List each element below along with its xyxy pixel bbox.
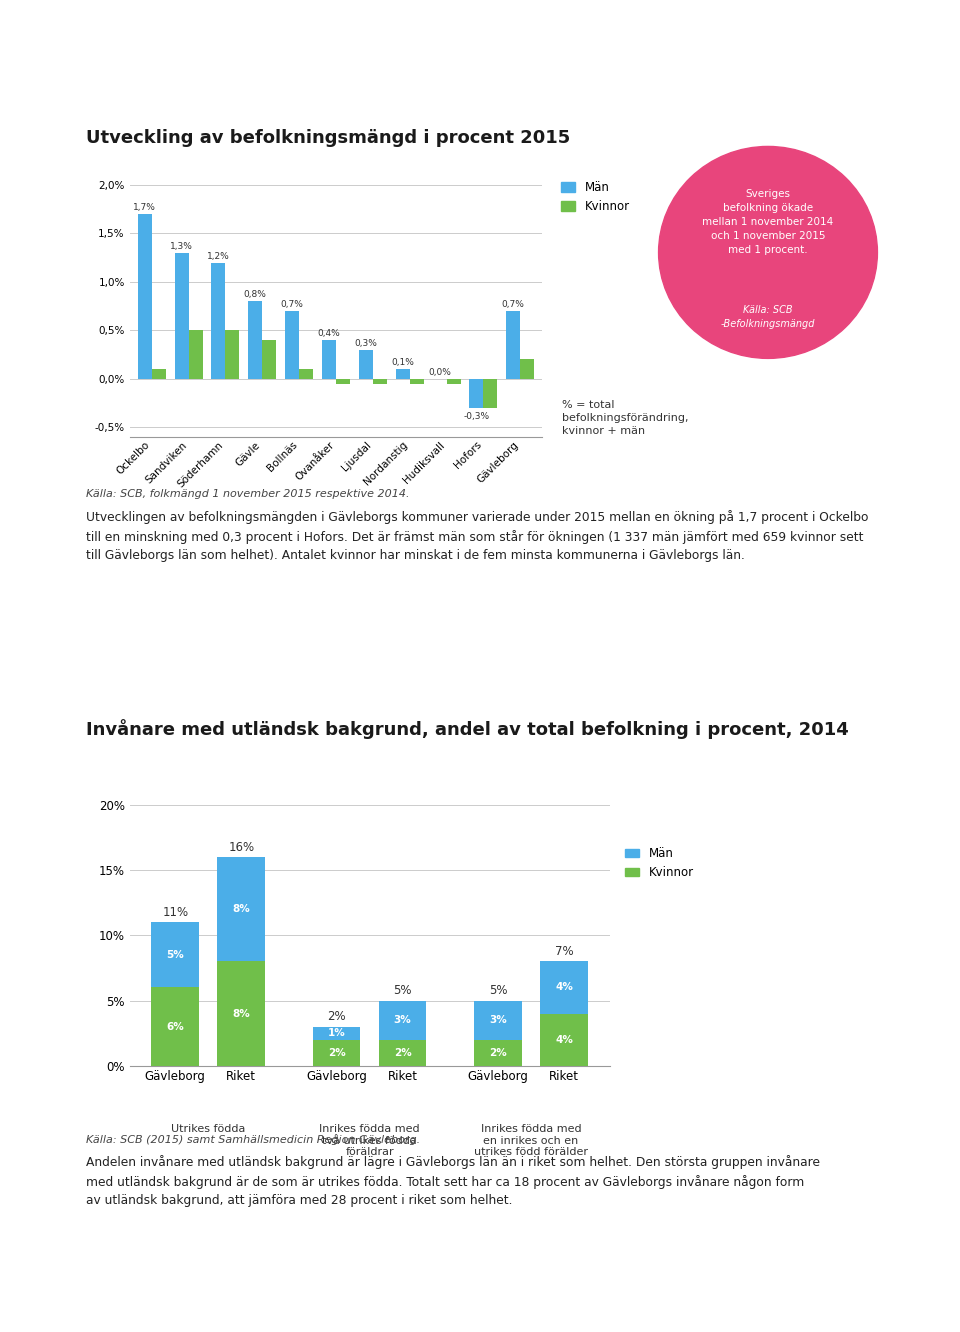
Bar bbox=[474, 1039, 522, 1066]
Bar bbox=[379, 1000, 426, 1039]
Bar bbox=[217, 962, 265, 1066]
Text: 0,7%: 0,7% bbox=[502, 300, 525, 309]
Bar bbox=[313, 1039, 360, 1066]
Text: 2%: 2% bbox=[327, 1010, 346, 1023]
Text: % = total
befolkningsförändring,
kvinnor + män: % = total befolkningsförändring, kvinnor… bbox=[562, 400, 688, 436]
Text: 0,4%: 0,4% bbox=[318, 329, 341, 338]
Text: Näringsliv: Näringsliv bbox=[813, 11, 876, 24]
Bar bbox=[410, 378, 423, 384]
Bar bbox=[152, 369, 166, 378]
Bar bbox=[520, 360, 535, 378]
Text: 8%: 8% bbox=[232, 904, 251, 914]
Bar bbox=[372, 378, 387, 384]
Text: 0,0%: 0,0% bbox=[428, 368, 451, 377]
Bar bbox=[175, 253, 188, 378]
Text: Invånare med utländsk bakgrund, andel av total befolkning i procent, 2014: Invånare med utländsk bakgrund, andel av… bbox=[86, 719, 850, 739]
Text: 0,3%: 0,3% bbox=[354, 338, 377, 348]
Bar bbox=[359, 350, 372, 378]
Text: 4%: 4% bbox=[555, 1035, 573, 1044]
Text: 0,7%: 0,7% bbox=[280, 300, 303, 309]
Text: Kompetens: Kompetens bbox=[580, 11, 649, 24]
Bar bbox=[217, 858, 265, 962]
Bar bbox=[322, 340, 336, 378]
Legend: Män, Kvinnor: Män, Kvinnor bbox=[620, 842, 699, 883]
Text: 2%: 2% bbox=[327, 1047, 346, 1058]
Text: Källa: SCB (2015) samt Samhällsmedicin Region Gävleborg.: Källa: SCB (2015) samt Samhällsmedicin R… bbox=[86, 1135, 420, 1146]
Text: Källa: SCB, folkmängd 1 november 2015 respektive 2014.: Källa: SCB, folkmängd 1 november 2015 re… bbox=[86, 489, 410, 500]
Text: 3%: 3% bbox=[394, 1015, 412, 1026]
Text: 0,1%: 0,1% bbox=[392, 358, 414, 368]
Text: 7%: 7% bbox=[555, 946, 573, 958]
Text: 1%: 1% bbox=[327, 1028, 346, 1038]
Bar bbox=[152, 987, 199, 1066]
Bar bbox=[249, 301, 262, 378]
Text: Utrikes födda: Utrikes födda bbox=[171, 1124, 246, 1134]
Text: Befolkning: Befolkning bbox=[21, 8, 122, 27]
Text: 1,2%: 1,2% bbox=[207, 252, 229, 261]
Bar bbox=[262, 340, 276, 378]
Text: 11%: 11% bbox=[162, 906, 188, 919]
Bar bbox=[446, 378, 461, 384]
Bar bbox=[396, 369, 410, 378]
Text: 5%: 5% bbox=[166, 950, 184, 960]
Text: Inrikes födda med
två utrikes födda
föräldrar: Inrikes födda med två utrikes födda förä… bbox=[320, 1124, 420, 1158]
Text: Utvecklingen av befolkningsmängden i Gävleborgs kommuner varierade under 2015 me: Utvecklingen av befolkningsmängden i Gäv… bbox=[86, 510, 869, 562]
Text: Arbetsmarknad: Arbetsmarknad bbox=[336, 11, 432, 24]
Text: 16%: 16% bbox=[228, 840, 254, 854]
Ellipse shape bbox=[659, 147, 877, 358]
Text: Andelen invånare med utländsk bakgrund är lägre i Gävleborgs län än i riket som : Andelen invånare med utländsk bakgrund ä… bbox=[86, 1155, 821, 1207]
Text: 3%: 3% bbox=[489, 1015, 507, 1026]
Bar bbox=[469, 378, 484, 408]
Bar bbox=[484, 378, 497, 408]
Text: 5%: 5% bbox=[394, 984, 412, 998]
Text: -0,3%: -0,3% bbox=[464, 412, 490, 421]
Text: 5%: 5% bbox=[489, 984, 507, 998]
Bar bbox=[313, 1027, 360, 1039]
Text: 6%: 6% bbox=[166, 1022, 184, 1031]
Text: 4%: 4% bbox=[555, 983, 573, 992]
Bar bbox=[336, 378, 350, 384]
Bar bbox=[226, 330, 239, 378]
Bar bbox=[540, 1014, 588, 1066]
Bar bbox=[300, 369, 313, 378]
Bar bbox=[137, 214, 152, 378]
Text: 8%: 8% bbox=[232, 1008, 251, 1019]
Text: Inrikes födda med
en inrikes och en
utrikes född förälder: Inrikes födda med en inrikes och en utri… bbox=[474, 1124, 588, 1158]
Text: 2%: 2% bbox=[394, 1047, 412, 1058]
Text: Sveriges
befolkning ökade
mellan 1 november 2014
och 1 november 2015
med 1 proce: Sveriges befolkning ökade mellan 1 novem… bbox=[703, 189, 833, 256]
Bar bbox=[188, 330, 203, 378]
Text: Utveckling av befolkningsmängd i procent 2015: Utveckling av befolkningsmängd i procent… bbox=[86, 128, 570, 147]
Bar bbox=[211, 262, 226, 378]
Text: 1,3%: 1,3% bbox=[170, 242, 193, 250]
Text: 2%: 2% bbox=[489, 1047, 507, 1058]
Bar bbox=[540, 962, 588, 1014]
Text: 0,8%: 0,8% bbox=[244, 290, 267, 300]
Bar bbox=[152, 922, 199, 987]
Bar bbox=[379, 1039, 426, 1066]
Bar bbox=[474, 1000, 522, 1039]
Text: Källa: SCB
-Befolkningsmängd: Källa: SCB -Befolkningsmängd bbox=[721, 305, 815, 329]
Legend: Män, Kvinnor: Män, Kvinnor bbox=[557, 176, 635, 217]
Bar bbox=[506, 310, 520, 378]
Bar bbox=[285, 310, 300, 378]
Text: 1,7%: 1,7% bbox=[133, 204, 156, 212]
